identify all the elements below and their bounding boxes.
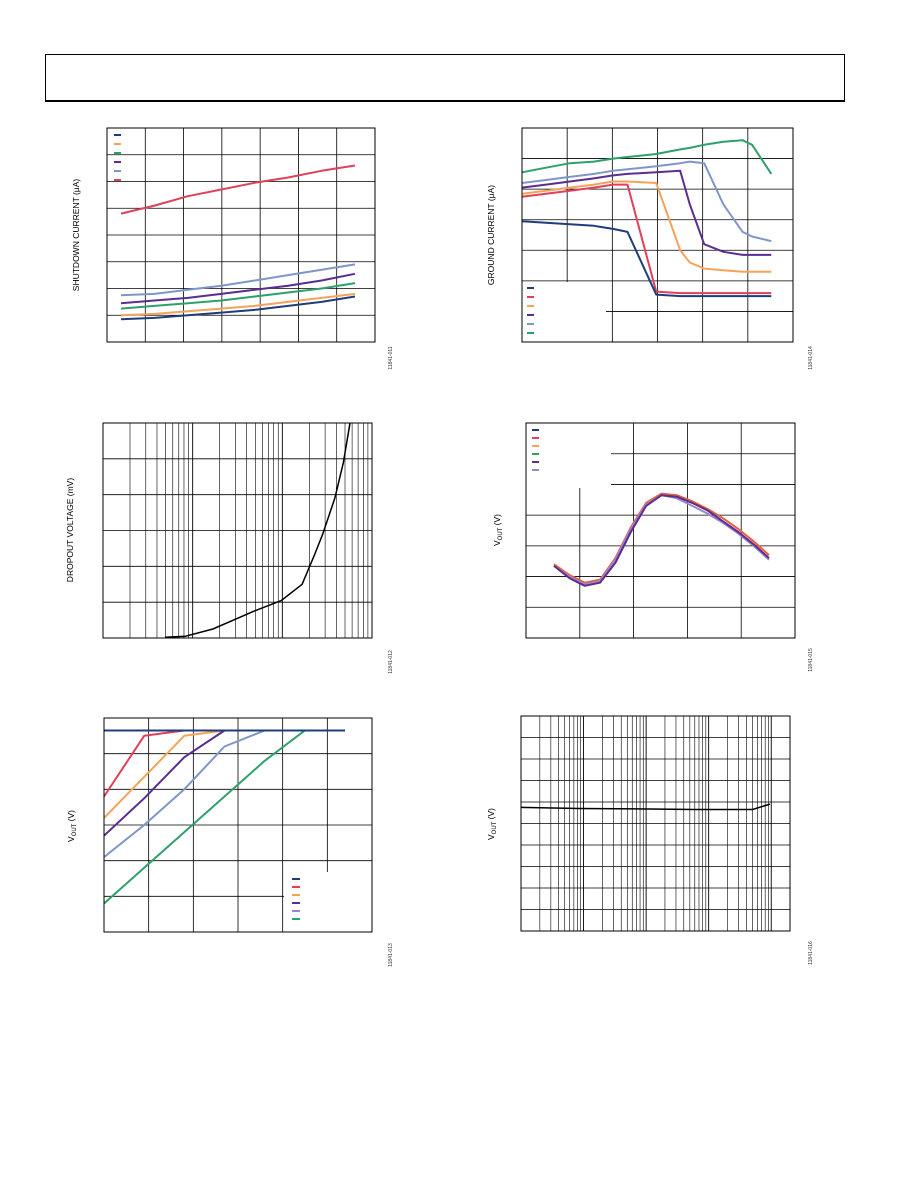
chart-1-y-axis-label: SHUTDOWN CURRENT (μA) [71, 179, 81, 292]
chart-4-series-line [553, 492, 770, 584]
chart-1-series-line [120, 292, 356, 317]
chart-1-series-line [120, 164, 356, 215]
chart-5-series-line [103, 729, 345, 798]
chart-3-figure-id: 11841-012 [388, 650, 394, 674]
chart-2-series-line [521, 220, 772, 298]
chart-2-plot-frame [521, 127, 794, 343]
chart-2-series-line [521, 169, 772, 256]
chart-2-series-line [521, 180, 772, 273]
chart-2-plot-lines [521, 128, 793, 342]
chart-5-figure-id: 11841-013 [388, 943, 394, 967]
chart-4-series-line [553, 494, 770, 587]
chart-5-plot-lines [103, 718, 372, 932]
chart-5-y-axis-label: VOUT (V) [66, 810, 78, 842]
page-header-box [45, 54, 845, 102]
chart-4-plot-lines [526, 423, 795, 638]
chart-4-series-line [553, 494, 770, 586]
chart-dropout-voltage: DROPOUT VOLTAGE (mV) 11841-012 [65, 422, 394, 674]
chart-2-series-line [521, 160, 772, 243]
chart-2-legend-box [522, 282, 606, 342]
chart-1-series-line [120, 282, 356, 310]
chart-6-y-axis-label: VOUT (V) [486, 808, 498, 840]
chart-4-figure-id: 11841-015 [808, 648, 814, 672]
chart-1-series-line [120, 295, 356, 321]
chart-1-plot-frame [106, 127, 376, 343]
chart-1-series-line [120, 272, 356, 305]
chart-shutdown-current: SHUTDOWN CURRENT (μA) 11841-011 [71, 127, 394, 370]
chart-4-y-axis-label: VOUT (V) [492, 514, 504, 546]
chart-vout-transient: VOUT (V) 11841-015 [492, 422, 814, 672]
chart-6-series-line [520, 803, 771, 811]
chart-ground-current: GROUND CURRENT (μA) 11841-014 [486, 127, 814, 370]
chart-4-plot-frame [525, 422, 796, 639]
chart-1-plot-lines [107, 128, 375, 342]
chart-4-legend-box [526, 423, 611, 488]
chart-6-figure-id: 11841-016 [808, 941, 814, 965]
chart-6-plot-frame [520, 715, 791, 932]
chart-2-series-line [521, 139, 773, 175]
chart-3-series-line [164, 422, 351, 639]
chart-6-plot-lines [520, 716, 790, 931]
chart-vout-log: VOUT (V) 11841-016 [486, 715, 814, 965]
chart-5-series-line [103, 729, 345, 858]
chart-3-y-axis-label: DROPOUT VOLTAGE (mV) [65, 478, 75, 583]
chart-3-plot-lines [103, 422, 372, 639]
chart-2-y-axis-label: GROUND CURRENT (μA) [486, 185, 496, 285]
chart-1-figure-id: 11841-011 [388, 346, 394, 369]
chart-1-gridlines [107, 128, 375, 342]
chart-6-gridlines [521, 716, 790, 931]
chart-2-figure-id: 11841-014 [808, 346, 814, 370]
chart-5-plot-frame [103, 717, 373, 933]
chart-2-series-line [521, 183, 772, 295]
chart-1-series-line [120, 263, 356, 297]
chart-3-gridlines [103, 423, 372, 638]
chart-3-plot-frame [102, 422, 373, 639]
chart-vout-vs-vin: VOUT (V) 11841-013 [66, 717, 394, 967]
